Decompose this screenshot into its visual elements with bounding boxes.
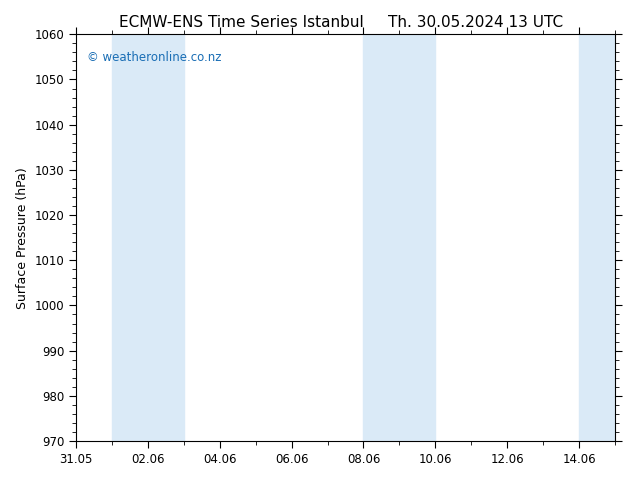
Bar: [579, 34, 615, 441]
Bar: [148, 34, 184, 441]
Text: Th. 30.05.2024 13 UTC: Th. 30.05.2024 13 UTC: [388, 15, 563, 30]
Bar: [112, 34, 148, 441]
Y-axis label: Surface Pressure (hPa): Surface Pressure (hPa): [16, 167, 29, 309]
Text: ECMW-ENS Time Series Istanbul: ECMW-ENS Time Series Istanbul: [119, 15, 363, 30]
Bar: [363, 34, 399, 441]
Text: © weatheronline.co.nz: © weatheronline.co.nz: [87, 50, 221, 64]
Bar: [399, 34, 436, 441]
